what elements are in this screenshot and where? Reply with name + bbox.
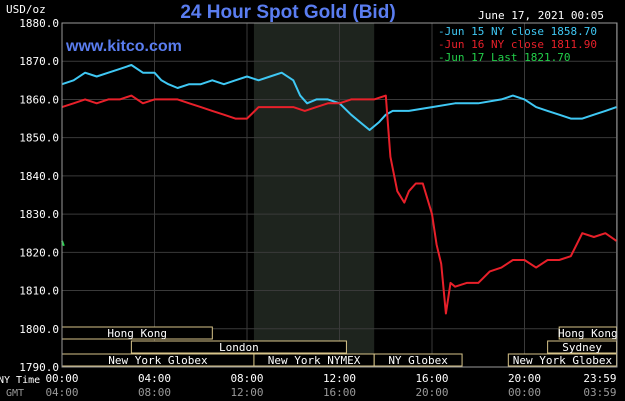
session-label: London <box>219 341 259 354</box>
session-label: NY Globex <box>388 354 448 367</box>
plot-frame <box>61 22 618 368</box>
session-box: NY Globex <box>373 353 463 367</box>
watermark: www.kitco.com <box>65 38 182 55</box>
session-box: Hong Kong <box>61 326 213 340</box>
session-label: Hong Kong <box>558 327 618 340</box>
session-box: New York Globex <box>507 353 618 367</box>
legend-entry: -Jun 16 NY close 1811.90 <box>438 38 597 51</box>
x-tick-label-gmt: 03:59 <box>583 386 616 399</box>
series-line <box>61 64 617 131</box>
series-line <box>61 94 618 315</box>
legend: -Jun 15 NY close 1858.70-Jun 16 NY close… <box>438 25 597 64</box>
x-tick-label: 04:00 <box>138 372 171 385</box>
session-box: Sydney <box>547 340 618 354</box>
x-tick-label-gmt: 20:00 <box>415 386 448 399</box>
x-axis-label-gmt: GMT <box>6 388 24 399</box>
x-tick-label-gmt: 12:00 <box>230 386 263 399</box>
axes: 1880.0 1870.0 1860.0 1850.0 1840.0 1830.0 1820… <box>19 17 618 399</box>
x-tick-label: 16:00 <box>415 372 448 385</box>
x-tick-label: 08:00 <box>230 372 263 385</box>
legend-entry: -Jun 15 NY close 1858.70 <box>438 25 597 38</box>
y-axis-label: USD/oz <box>6 3 46 16</box>
y-tick-label: 1850.0 <box>19 132 59 145</box>
session-label: New York Globex <box>108 354 208 367</box>
session-label: Sydney <box>562 341 602 354</box>
y-tick-label: 1860.0 <box>19 93 59 106</box>
nymex-highlight <box>253 23 375 367</box>
session-label: New York Globex <box>513 354 613 367</box>
y-tick-label: 1870.0 <box>19 55 59 68</box>
y-tick-label: 1830.0 <box>19 208 59 221</box>
nymex-band <box>253 23 375 367</box>
x-tick-label: 23:59 <box>583 372 616 385</box>
session-box: New York Globex <box>61 353 255 367</box>
session-box: London <box>130 340 347 354</box>
session-box-frame <box>373 353 463 367</box>
x-tick-label: 12:00 <box>323 372 356 385</box>
y-tick-label: 1820.0 <box>19 246 59 259</box>
session-box: Hong Kong <box>558 326 618 340</box>
chart-timestamp: June 17, 2021 00:05 <box>478 9 604 22</box>
x-tick-label-gmt: 00:00 <box>508 386 541 399</box>
x-tick-label-gmt: 16:00 <box>323 386 356 399</box>
y-tick-label: 1800.0 <box>19 323 59 336</box>
chart-title: 24 Hour Spot Gold (Bid) <box>180 2 395 23</box>
session-box-frame <box>130 340 347 354</box>
y-tick-label: 1840.0 <box>19 170 59 183</box>
session-box: New York NYMEX <box>253 353 375 367</box>
x-tick-label: 20:00 <box>508 372 541 385</box>
legend-entry: -Jun 17 Last 1821.70 <box>438 51 570 64</box>
y-tick-label: 1880.0 <box>19 17 59 30</box>
y-tick-label: 1810.0 <box>19 285 59 298</box>
x-tick-label-gmt: 04:00 <box>45 386 78 399</box>
session-label: Hong Kong <box>107 327 167 340</box>
y-tick-label: 1790.0 <box>19 361 59 374</box>
x-tick-label: 00:00 <box>45 372 78 385</box>
x-tick-label-gmt: 08:00 <box>138 386 171 399</box>
session-label: New York NYMEX <box>268 354 361 367</box>
x-axis-label-ny: NY Time <box>0 375 40 386</box>
